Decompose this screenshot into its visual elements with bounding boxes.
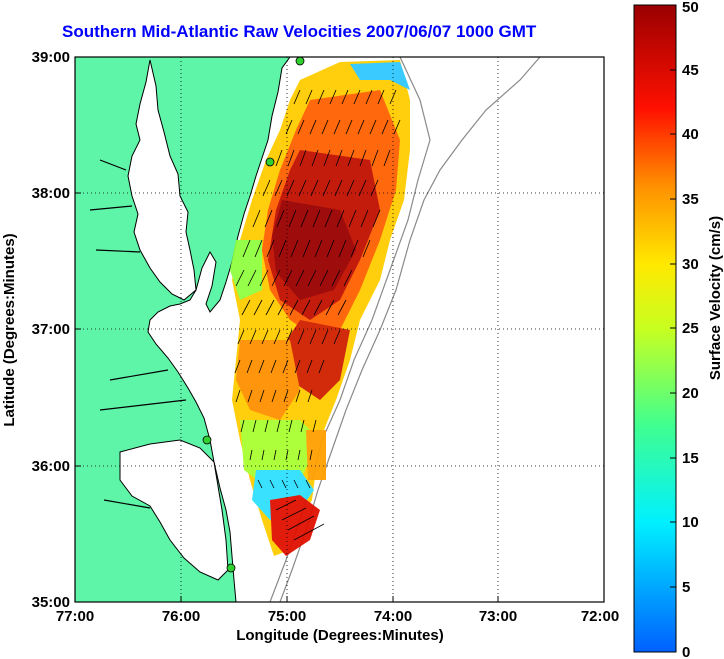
colorbar-tick-label: 45 [682, 62, 699, 79]
colorbar-tick-label: 20 [682, 385, 699, 402]
x-tick-label: 76:00 [162, 608, 200, 625]
station-marker [295, 57, 305, 66]
colorbar-tick-label: 5 [682, 579, 690, 596]
colorbar-tick-label: 50 [682, 0, 699, 16]
velocity-vectors [234, 89, 401, 541]
colorbar-tick-label: 30 [682, 256, 699, 273]
station-marker [226, 563, 236, 573]
colorbar-ticks [670, 4, 676, 653]
map-title: Southern Mid-Atlantic Raw Velocities 200… [62, 22, 537, 41]
y-tick-label: 35:00 [32, 594, 70, 611]
x-tick-label: 77:00 [56, 608, 94, 625]
pamlico-sound [119, 439, 229, 581]
x-axis-label: Longitude (Degrees:Minutes) [236, 627, 444, 644]
graticule [75, 57, 604, 602]
colorbar-tick-label: 25 [682, 320, 699, 337]
colorbar-tick-label: 35 [682, 191, 699, 208]
colorbar [633, 4, 677, 653]
y-tick-label: 37:00 [32, 321, 70, 338]
colorbar-tick-label: 0 [682, 644, 690, 659]
x-tick-label: 74:00 [374, 608, 412, 625]
x-tick-label: 75:00 [268, 608, 306, 625]
y-tick-label: 39:00 [32, 49, 70, 66]
colorbar-tick-label: 15 [682, 450, 699, 467]
chesapeake-bay [127, 59, 197, 301]
x-tick-label: 72:00 [581, 608, 619, 625]
station-marker [265, 157, 275, 167]
tick-marks [74, 56, 605, 603]
colorbar-tick-label: 10 [682, 514, 699, 531]
colorbar-label: Surface Velocity (cm/s) [707, 216, 724, 380]
radar-stations [202, 57, 305, 573]
y-axis-label: Latitude (Degrees:Minutes) [1, 233, 18, 426]
river-lines [89, 159, 187, 509]
x-tick-label: 73:00 [479, 608, 517, 625]
velocity-field [230, 60, 410, 556]
colorbar-tick-label: 40 [682, 126, 699, 143]
y-tick-label: 36:00 [32, 458, 70, 475]
station-marker [202, 435, 212, 445]
y-tick-label: 38:00 [32, 185, 70, 202]
